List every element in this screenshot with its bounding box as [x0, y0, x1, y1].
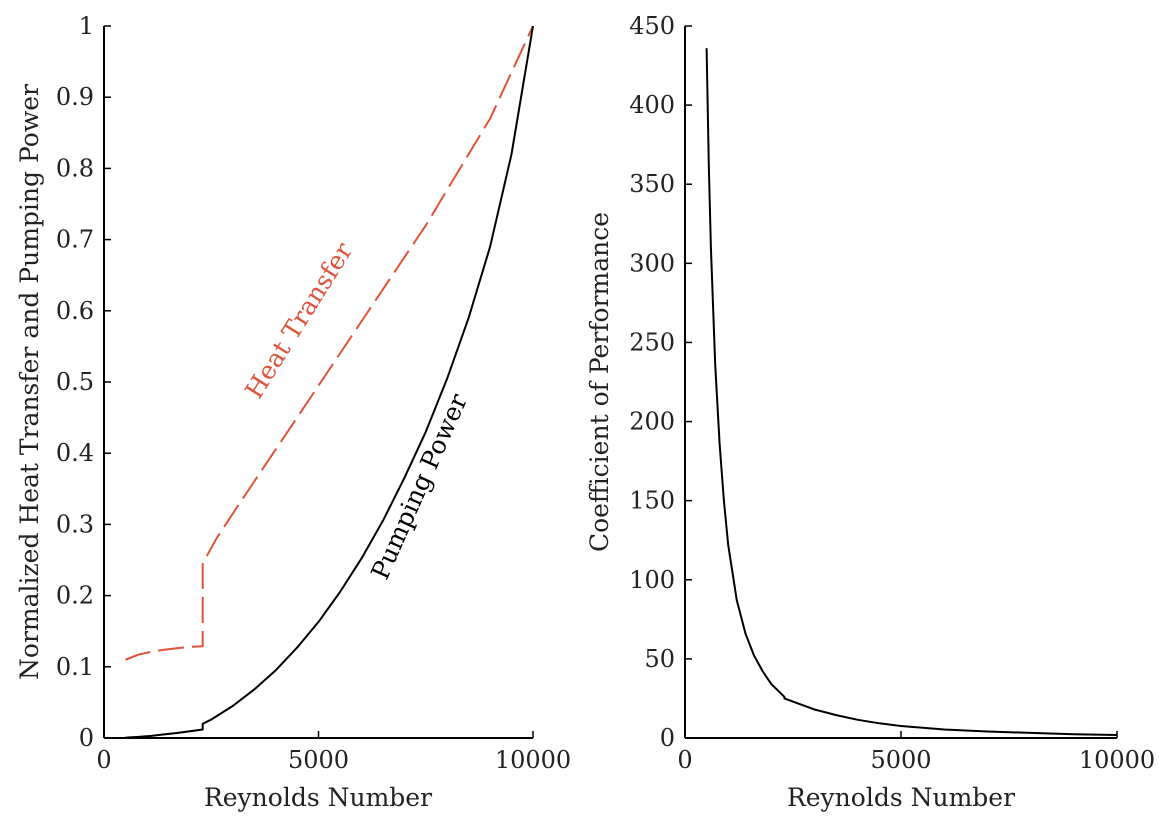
y-tick-label: 0.3 [56, 510, 94, 538]
series-lines [125, 25, 534, 739]
y-tick-label: 300 [629, 249, 675, 277]
x-tick-label: 0 [677, 746, 692, 774]
y-tick-label: 100 [629, 566, 675, 594]
x-axis-title: Reynolds Number [787, 783, 1015, 812]
pumping-power-annotation: Pumping Power [365, 389, 473, 583]
x-tick-label: 0 [96, 746, 111, 774]
y-tick-labels: 0 0.1 0.2 0.3 0.4 0.5 0.6 0.7 0.8 0.9 1 [56, 12, 111, 752]
y-tick-labels: 0 50 100 150 200 250 300 350 400 450 [629, 12, 692, 752]
y-tick-label: 0.7 [56, 226, 94, 254]
y-tick-label: 450 [629, 12, 675, 40]
series-line-pumping-power [125, 25, 534, 739]
x-tick-label: 5000 [870, 746, 931, 774]
series-lines [705, 48, 1118, 736]
y-tick-label: 0.4 [56, 439, 94, 467]
y-tick-label: 0.9 [56, 83, 94, 111]
x-tick-label: 5000 [288, 746, 349, 774]
y-tick-label: 150 [629, 487, 675, 515]
y-tick-label: 400 [629, 91, 675, 119]
x-tick-label: 10000 [1079, 746, 1155, 774]
x-tick-labels: 0 5000 10000 [96, 731, 571, 774]
y-tick-label: 50 [644, 645, 675, 673]
y-tick-label: 1 [79, 12, 94, 40]
y-axis-title: Normalized Heat Transfer and Pumping Pow… [15, 84, 44, 680]
chart-coefficient-of-performance: 0 50 100 150 200 250 300 350 400 450 0 5000 10000 R… [585, 12, 1155, 812]
y-tick-label: 0.8 [56, 154, 94, 182]
y-tick-label: 0.2 [56, 582, 94, 610]
x-tick-labels: 0 5000 10000 [677, 731, 1155, 774]
y-tick-label: 0.5 [56, 368, 94, 396]
y-tick-label: 350 [629, 170, 675, 198]
y-tick-label: 0.1 [56, 653, 94, 681]
chart-heat-transfer-pumping-power: 0 0.1 0.2 0.3 0.4 0.5 0.6 0.7 0.8 0.9 1 0 5000 10000… [15, 12, 571, 812]
x-axis-title: Reynolds Number [204, 783, 432, 812]
y-tick-label: 0 [79, 724, 94, 752]
y-tick-label: 0 [660, 724, 675, 752]
series-line-heat-transfer [125, 25, 534, 661]
y-tick-label: 250 [629, 328, 675, 356]
y-axis-title: Coefficient of Performance [585, 212, 614, 552]
series-line-cop [705, 48, 1118, 736]
heat-transfer-annotation: Heat Transfer [239, 237, 358, 403]
y-tick-label: 200 [629, 408, 675, 436]
y-tick-label: 0.6 [56, 297, 94, 325]
x-tick-label: 10000 [495, 746, 571, 774]
